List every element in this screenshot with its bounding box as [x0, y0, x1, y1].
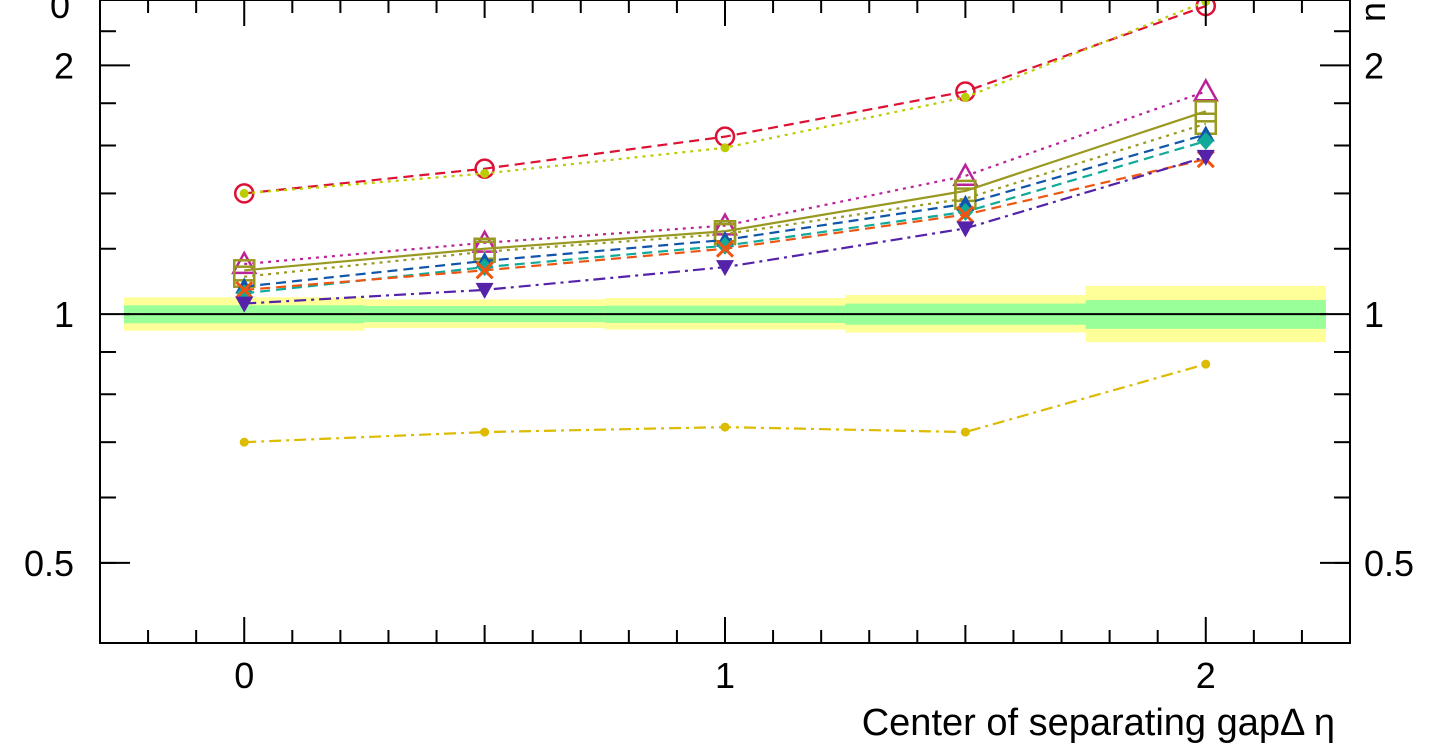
- series-8-point-0: [235, 296, 254, 313]
- series-8-point-3: [956, 221, 975, 238]
- series-1-point-3: [960, 92, 970, 102]
- series-1-point-0: [239, 188, 249, 198]
- series-8-point-4: [1196, 149, 1215, 166]
- top-cut-tick-label: 0: [50, 0, 70, 26]
- x-tick-label: 1: [715, 655, 735, 696]
- series-1-point-1: [480, 168, 490, 178]
- top-right-cut-label: n: [1352, 2, 1393, 22]
- series-9-point-2: [720, 422, 730, 432]
- x-axis-title: Center of separating gapΔ η: [862, 702, 1335, 744]
- series-2-point-3: [952, 162, 979, 186]
- series-5-point-3: [956, 194, 975, 211]
- series-0: [233, 0, 1217, 204]
- series-9-point-3: [960, 427, 970, 437]
- axes: 0 1 2 2 1 0.5 2 1 0.5: [24, 0, 1414, 696]
- y-tick-label-right: 2: [1364, 45, 1384, 86]
- series-0-line: [244, 4, 1207, 195]
- series-1-line: [244, 0, 1207, 195]
- series-2-point-4: [1192, 77, 1219, 102]
- series-8-point-2: [716, 260, 734, 277]
- series-2-point-0: [231, 250, 258, 275]
- series-8: [235, 149, 1215, 313]
- series-6-point-1: [476, 258, 493, 277]
- y-tick-label-left: 0.5: [24, 543, 74, 584]
- y-tick-label-right: 1: [1364, 294, 1384, 335]
- x-tick-label: 2: [1196, 655, 1216, 696]
- series-7-point-0: [235, 280, 254, 299]
- series-9-point-1: [480, 427, 490, 437]
- series-9-point-4: [1201, 359, 1211, 369]
- series-2-line: [244, 90, 1207, 266]
- series-1-point-2: [720, 143, 730, 153]
- series-1: [239, 0, 1211, 198]
- series-layer: [231, 0, 1219, 447]
- series-6-point-4: [1197, 132, 1214, 151]
- series-3-point-4: [1194, 100, 1218, 123]
- y-tick-label-left: 1: [54, 294, 74, 335]
- x-tick-label: 0: [234, 655, 254, 696]
- y-tick-label-right: 0.5: [1364, 543, 1414, 584]
- series-9-point-0: [239, 437, 249, 447]
- series-9: [239, 359, 1211, 447]
- series-8-point-1: [475, 282, 494, 299]
- series-7-point-3: [956, 205, 975, 224]
- series-6-point-3: [957, 202, 974, 221]
- y-tick-label-left: 2: [54, 45, 74, 86]
- series-7-point-1: [475, 261, 494, 280]
- series-7-point-2: [715, 239, 735, 258]
- series-6-point-2: [717, 236, 733, 255]
